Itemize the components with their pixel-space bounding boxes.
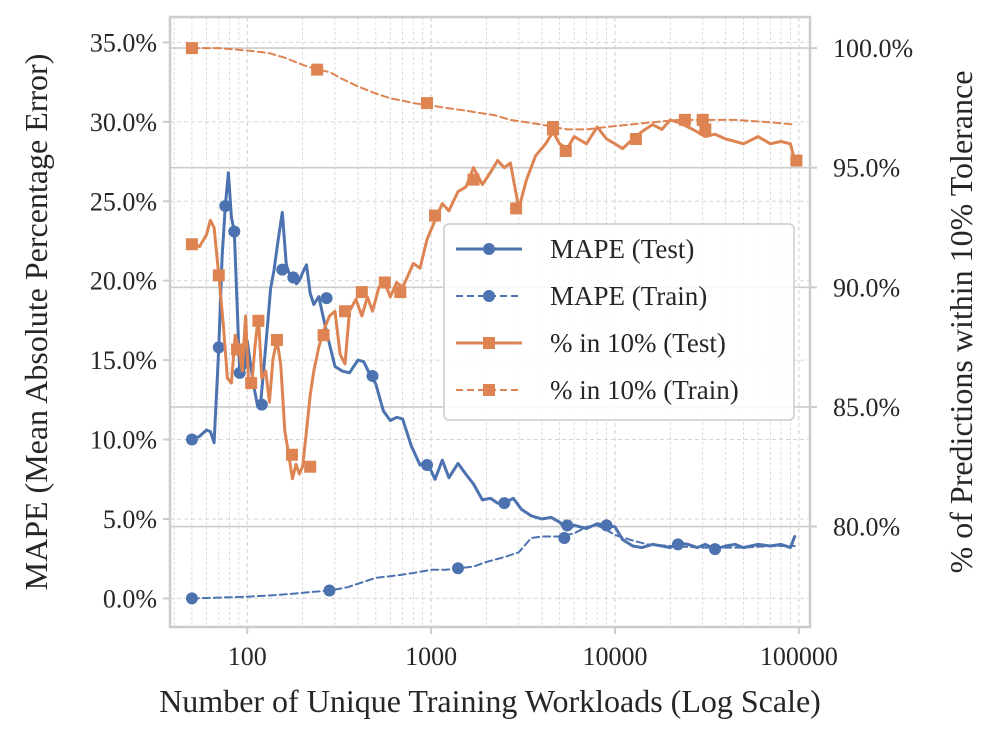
data-point-in-10-test: [270, 333, 283, 346]
data-point-in-10-test: [559, 144, 572, 157]
data-point-mape-test: [185, 433, 198, 446]
y-right-tick-label: 100.0%: [833, 34, 913, 63]
data-point-in-10-train: [185, 42, 198, 55]
data-point-mape-test: [255, 398, 268, 411]
x-tick-label: 100000: [760, 642, 838, 671]
data-point-in-10-test: [285, 448, 298, 461]
plot-frame: [168, 15, 812, 629]
series-line-in-10-train: [190, 47, 796, 131]
y-left-tick-label: 0.0%: [103, 584, 157, 613]
y-left-tick-label: 20.0%: [90, 267, 157, 296]
series-layer: [185, 42, 803, 605]
data-point-mape-train: [451, 562, 464, 575]
y-right-tick-label: 85.0%: [833, 393, 900, 422]
data-point-mape-test: [498, 497, 511, 510]
data-point-in-10-test: [378, 276, 391, 289]
legend-marker: [483, 243, 495, 255]
y-left-tick-label: 30.0%: [90, 108, 157, 137]
data-point-in-10-test: [699, 123, 712, 136]
data-point-mape-test: [276, 263, 289, 276]
x-tick-label: 1000: [405, 642, 457, 671]
legend-marker: [483, 290, 495, 302]
data-point-mape-test: [212, 341, 225, 354]
data-point-mape-test: [366, 370, 379, 383]
data-point-mape-test: [287, 271, 300, 284]
data-point-in-10-train: [696, 113, 709, 126]
x-tick-label: 10000: [582, 642, 647, 671]
data-point-mape-test: [228, 225, 241, 238]
data-point-in-10-test: [231, 343, 244, 356]
data-point-in-10-test: [429, 209, 442, 222]
data-point-in-10-train: [421, 97, 434, 110]
y-right-tick-label: 95.0%: [833, 154, 900, 183]
data-point-in-10-test: [338, 305, 351, 318]
data-point-in-10-test: [467, 173, 480, 186]
x-axis-title: Number of Unique Training Workloads (Log…: [159, 683, 821, 719]
y-left-tick-label: 10.0%: [90, 426, 157, 455]
legend-label: % in 10% (Train): [550, 375, 739, 405]
y-left-tick-label: 35.0%: [90, 28, 157, 57]
data-point-mape-train: [185, 592, 198, 605]
legend-item-in-10-train: % in 10% (Train): [456, 375, 739, 405]
data-point-mape-train: [323, 584, 336, 597]
y-axis-right-title: % of Predictions within 10% Tolerance: [943, 71, 979, 574]
data-point-in-10-test: [394, 286, 407, 299]
legend-box: [443, 223, 795, 421]
data-point-in-10-test: [355, 286, 368, 299]
legend-item-in-10-test: % in 10% (Test): [456, 328, 726, 358]
legend-label: MAPE (Test): [550, 234, 694, 264]
tick-layer: 100 1000 10000 100000 0.0% 5.0% 10.0% 15.0% 20.0…: [90, 28, 913, 671]
y-left-tick-label: 5.0%: [103, 505, 157, 534]
legend: MAPE (Test) MAPE (Train) % in 10% (Test) % …: [443, 223, 795, 421]
series-in-10-train: [185, 42, 796, 134]
data-point-in-10-test: [212, 269, 225, 282]
y-right-tick-label: 80.0%: [833, 513, 900, 542]
legend-items: MAPE (Test) MAPE (Train) % in 10% (Test) % …: [456, 234, 739, 405]
data-point-mape-test: [219, 200, 232, 213]
data-point-in-10-test: [790, 154, 803, 167]
data-point-mape-test: [561, 519, 574, 532]
data-point-in-10-test: [629, 133, 642, 145]
legend-item-mape-train: MAPE (Train): [456, 281, 707, 311]
series-line-in-10-test: [190, 118, 797, 481]
data-point-in-10-train: [311, 63, 324, 76]
data-point-in-10-test: [510, 202, 523, 215]
data-point-in-10-train: [546, 121, 559, 134]
data-point-in-10-test: [245, 377, 258, 389]
data-point-mape-test: [421, 458, 434, 471]
data-point-mape-test: [600, 519, 613, 532]
legend-label: MAPE (Train): [550, 281, 707, 311]
legend-label: % in 10% (Test): [550, 328, 726, 358]
y-left-tick-label: 15.0%: [90, 346, 157, 375]
data-point-mape-test: [320, 292, 333, 305]
legend-marker: [483, 337, 495, 349]
series-line-mape-train: [190, 524, 796, 600]
data-point-mape-test: [709, 543, 722, 556]
y-axis-left-title: MAPE (Mean Absolute Percentage Error): [18, 54, 54, 591]
data-point-in-10-test: [252, 314, 265, 327]
data-point-mape-test: [671, 538, 684, 551]
y-left-tick-label: 25.0%: [90, 187, 157, 216]
series-mape-train: [185, 524, 796, 605]
data-point-in-10-test: [317, 329, 330, 342]
data-point-in-10-test: [185, 238, 198, 251]
data-point-mape-train: [558, 532, 571, 545]
legend-item-mape-test: MAPE (Test): [456, 234, 694, 264]
x-tick-label: 100: [228, 642, 267, 671]
legend-marker: [483, 384, 495, 396]
data-point-in-10-test: [304, 460, 317, 473]
y-right-tick-label: 90.0%: [833, 273, 900, 302]
